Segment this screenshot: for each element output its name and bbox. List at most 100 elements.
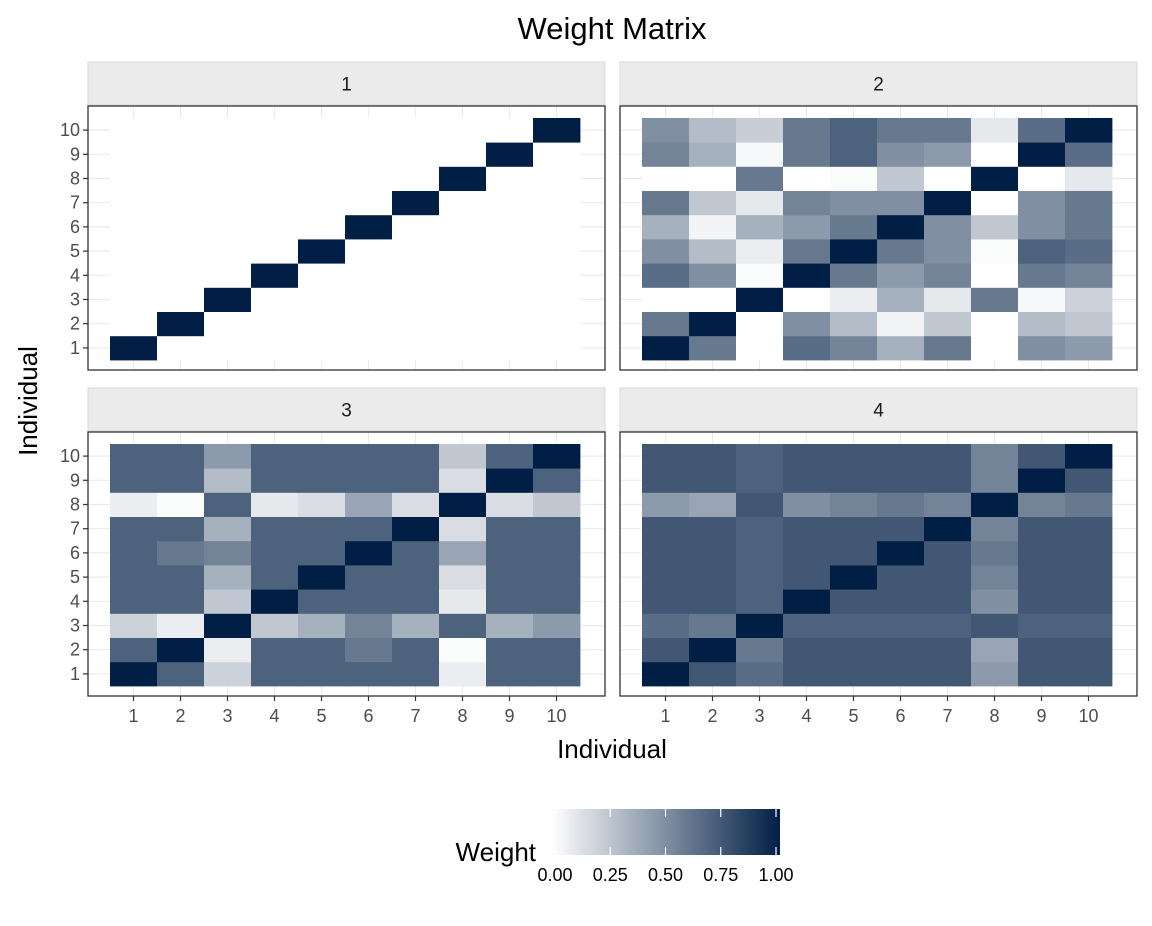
x-tick-label: 1 [660, 706, 670, 726]
heatmap-cell: 0.55 [1018, 492, 1066, 517]
heatmap-cell: 0 [345, 287, 393, 312]
heatmap-cell: 0.03 [1018, 287, 1066, 312]
heatmap-cell: 0 [533, 166, 581, 191]
heatmap-cell: 0.75 [1018, 565, 1066, 590]
heatmap-cell: 1 [345, 540, 393, 566]
heatmap-cell: 0.75 [971, 613, 1019, 638]
heatmap-cell: 0.55 [971, 565, 1019, 590]
heatmap-cell: 0.35 [298, 613, 346, 638]
heatmap-cell: 1 [642, 661, 690, 687]
heatmap-cell: 0.6 [1065, 214, 1113, 240]
heatmap-cell: 1 [439, 492, 487, 517]
heatmap-cell: 0.35 [204, 516, 252, 542]
heatmap-cell: 1 [204, 287, 252, 312]
heatmap-cell: 0 [157, 263, 205, 288]
heatmap-cell: 0.65 [642, 263, 690, 288]
panel-border [87, 431, 606, 697]
heatmap-cell: 0.75 [1065, 468, 1113, 493]
heatmap-cell: 0 [204, 239, 252, 264]
heatmap-cell: 0 [345, 142, 393, 167]
heatmap-cell: 0 [736, 311, 784, 337]
x-tick-label: 2 [175, 706, 185, 726]
heatmap-cell: 0 [439, 214, 487, 240]
heatmap-cell: 0.55 [783, 190, 831, 216]
legend-tick-label: 0.25 [593, 865, 628, 885]
heatmap-cell: 0.5 [1018, 190, 1066, 216]
facet-strip [87, 61, 606, 106]
heatmap-cell: 0 [110, 214, 158, 240]
heatmap-cell: 0.7 [486, 637, 534, 663]
heatmap-cell: 0.75 [642, 589, 690, 614]
heatmap-cell: 0 [204, 118, 252, 143]
heatmap-cell: 0.5 [642, 239, 690, 264]
heatmap-cell: 0.1 [251, 492, 299, 517]
heatmap-cell: 0.7 [110, 540, 158, 566]
heatmap-cell: 0.75 [1065, 540, 1113, 566]
legend-tick-label: 1.00 [758, 865, 793, 885]
heatmap-cell: 0.75 [830, 540, 878, 566]
heatmap-cell: 0 [298, 263, 346, 288]
heatmap-cell: 0 [439, 263, 487, 288]
heatmap-cell: 0.35 [736, 214, 784, 240]
heatmap-cell: 0.25 [439, 444, 487, 469]
heatmap-cell: 0 [642, 287, 690, 312]
heatmap-cell: 0.6 [783, 142, 831, 167]
heatmap-cell: 0 [345, 239, 393, 264]
heatmap-cell: 0 [298, 335, 346, 361]
heatmap-cell: 0.75 [783, 444, 831, 469]
heatmap-cell: 0.75 [783, 516, 831, 542]
heatmap-cell: 0.75 [689, 468, 737, 493]
heatmap-cell: 0.7 [251, 468, 299, 493]
heatmap-cell: 0 [736, 335, 784, 361]
heatmap-cell: 0 [251, 335, 299, 361]
heatmap-cell: 0 [345, 190, 393, 216]
heatmap-cell: 0 [392, 263, 440, 288]
heatmap-cell: 0.75 [1018, 637, 1066, 663]
heatmap-cell: 0 [298, 166, 346, 191]
heatmap-cell: 0.25 [1065, 311, 1113, 337]
heatmap-cell: 0.02 [736, 263, 784, 288]
heatmap-cell: 0 [251, 142, 299, 167]
y-tick-label: 7 [70, 519, 80, 539]
y-tick-label: 7 [70, 193, 80, 213]
heatmap-cell: 0 [204, 263, 252, 288]
heatmap-cell: 0.6 [345, 637, 393, 663]
y-tick-label: 5 [70, 241, 80, 261]
heatmap-cell: 0.7 [251, 444, 299, 469]
heatmap-cell: 0.75 [783, 540, 831, 566]
heatmap-cell: 0.6 [736, 637, 784, 663]
heatmap-cell: 0 [251, 287, 299, 312]
heatmap-cell: 0.65 [1065, 142, 1113, 167]
heatmap-cell: 0.08 [439, 661, 487, 687]
heatmap-cell: 0.75 [689, 661, 737, 687]
heatmap-cell: 0.7 [345, 468, 393, 493]
x-tick-label: 1 [128, 706, 138, 726]
heatmap-cell: 0.7 [486, 565, 534, 590]
heatmap-cell: 0.3 [689, 239, 737, 264]
heatmap-cell: 0 [298, 190, 346, 216]
heatmap-cell: 0.75 [1065, 661, 1113, 687]
heatmap-cell: 0 [251, 190, 299, 216]
heatmap-cell: 0.7 [298, 444, 346, 469]
heatmap-cell: 0.5 [689, 263, 737, 288]
heatmap-cell: 0.5 [924, 214, 972, 240]
panel-border [87, 105, 606, 371]
heatmap-cell: 0.35 [204, 565, 252, 590]
heatmap-cell: 0.7 [298, 661, 346, 687]
heatmap-cell: 0.08 [830, 287, 878, 312]
heatmap-cell: 1 [689, 637, 737, 663]
heatmap-cell: 0.35 [689, 142, 737, 167]
heatmap-cell: 1 [392, 190, 440, 216]
heatmap-cell: 0.7 [110, 637, 158, 663]
heatmap-cell: 0.35 [642, 214, 690, 240]
heatmap-cell: 0.7 [1018, 613, 1066, 638]
heatmap-cell: 0.75 [1065, 589, 1113, 614]
y-tick-label: 8 [70, 495, 80, 515]
y-tick-label: 2 [70, 640, 80, 660]
heatmap-cell: 0.45 [924, 142, 972, 167]
heatmap-cell: 0.7 [392, 661, 440, 687]
heatmap-cell: 1 [439, 166, 487, 191]
heatmap-cell: 0.02 [830, 166, 878, 191]
